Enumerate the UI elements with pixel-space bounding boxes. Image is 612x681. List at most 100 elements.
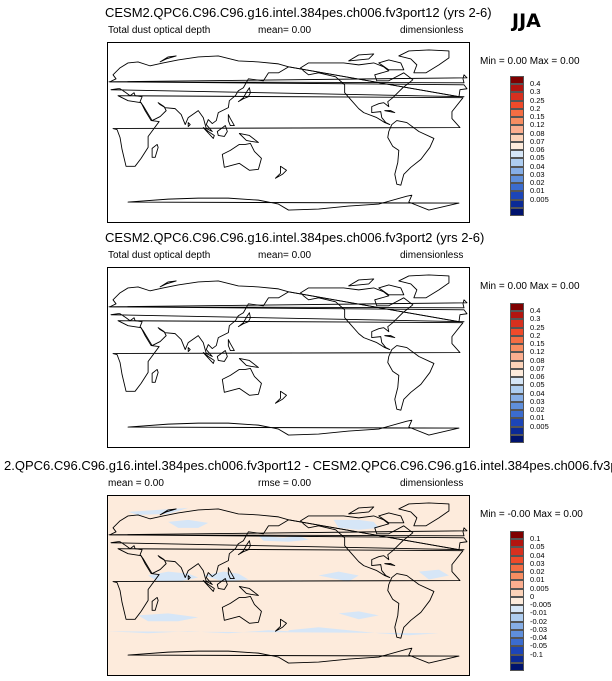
max-label: Max = xyxy=(529,56,558,67)
coastline-baffin xyxy=(379,60,404,70)
colorbar-swatch xyxy=(510,76,524,85)
diff-region-asia xyxy=(168,519,209,528)
colorbar-swatch xyxy=(510,580,524,589)
colorbar: 0.4 0.3 0.25 0.2 0.15 0.12 0.08 0.07 0.06 0.05 0.0… xyxy=(510,303,549,443)
colorbar-swatch xyxy=(510,335,524,345)
colorbar-swatch xyxy=(510,92,524,101)
min-max-readout: Min = 0.00 Max = 0.00 xyxy=(480,281,580,292)
coastline-svalbard-novaya xyxy=(160,509,176,515)
coastline-eurasia-africa-1 xyxy=(110,509,467,550)
colorbar-label: -0.04 xyxy=(530,633,548,643)
coastline-philippines xyxy=(228,568,234,579)
units-label: dimensionless xyxy=(400,478,464,489)
colorbar-swatch xyxy=(510,207,524,216)
coastline-indonesia xyxy=(203,128,214,139)
max-label: Max = xyxy=(529,281,558,292)
colorbar-label: 0.25 xyxy=(530,95,545,105)
colorbar-swatch xyxy=(510,654,524,663)
coastline-sri-lanka xyxy=(188,348,190,352)
colorbar-label: 0.03 xyxy=(530,169,545,179)
coastline-japan xyxy=(238,88,250,102)
min-value: 0.00 xyxy=(507,56,527,67)
diff-background-fill xyxy=(108,496,469,675)
min-value: -0.00 xyxy=(507,509,531,520)
min-max-readout: Min = -0.00 Max = 0.00 xyxy=(480,509,583,520)
colorbar-swatch xyxy=(510,368,524,378)
units-label: dimensionless xyxy=(400,25,464,36)
colorbar-label: 0.25 xyxy=(530,322,545,332)
coastline-antarctica-coast xyxy=(128,648,459,663)
diff-region-south-3 xyxy=(338,611,379,620)
coastline-south-america xyxy=(388,346,434,411)
panel-title: CESM2.QPC6.C96.C96.g16.intel.384pes.ch00… xyxy=(105,230,485,245)
coastline-madagascar xyxy=(152,369,158,382)
colorbar-label: 0.01 xyxy=(530,413,545,423)
colorbar-label: 0.05 xyxy=(530,542,545,552)
colorbar-swatch xyxy=(510,166,524,175)
coastline-borneo xyxy=(217,126,227,137)
colorbar-swatch xyxy=(510,596,524,606)
coastline-uk xyxy=(109,528,467,536)
coastline-borneo xyxy=(217,351,227,362)
colorbar-swatch xyxy=(510,360,524,369)
colorbar-swatch xyxy=(510,572,524,581)
colorbar: 0.1 0.05 0.04 0.03 0.02 0.01 0.005 0 -0.005 -0.01… xyxy=(510,531,551,671)
coastline-africa xyxy=(113,96,463,167)
coastline-cuba xyxy=(385,111,395,113)
colorbar-label: 0.02 xyxy=(530,405,545,415)
min-label: Min = xyxy=(480,281,505,292)
panel-title: CESM2.QPC6.C96.C96.g16.intel.384pes.ch00… xyxy=(105,5,492,20)
coastline-new-guinea xyxy=(239,586,258,595)
coastline-south-america xyxy=(388,121,434,186)
colorbar-swatch xyxy=(510,563,524,573)
colorbar-label: 0.03 xyxy=(530,396,545,406)
colorbar-swatch xyxy=(510,621,524,630)
panel-title: 2.QPC6.C96.C96.g16.intel.384pes.ch006.fv… xyxy=(4,458,612,473)
colorbar-swatch xyxy=(510,588,524,597)
colorbar-swatch xyxy=(510,199,524,208)
colorbar-swatch xyxy=(510,547,524,556)
coastline-new-zealand xyxy=(275,391,286,403)
max-value: 0.00 xyxy=(560,56,580,67)
coastline-australia xyxy=(222,143,261,170)
colorbar-swatch xyxy=(510,662,524,671)
world-map xyxy=(108,268,469,447)
mean-label: mean = 0.00 xyxy=(108,478,164,489)
coastline-new-guinea xyxy=(239,358,258,367)
colorbar-swatch xyxy=(510,539,524,548)
colorbar-swatch xyxy=(510,311,524,320)
colorbar: 0.4 0.3 0.25 0.2 0.15 0.12 0.08 0.07 0.06 0.05 0.0… xyxy=(510,76,549,216)
colorbar-swatch xyxy=(510,191,524,200)
colorbar-swatch xyxy=(510,100,524,109)
colorbar-label: 0.04 xyxy=(530,550,545,560)
diff-region-tropics-2 xyxy=(203,571,249,582)
colorbar-swatch xyxy=(510,385,524,394)
colorbar-swatch xyxy=(510,174,524,184)
colorbar-label: 0.05 xyxy=(530,380,545,390)
colorbar-swatch xyxy=(510,327,524,336)
colorbar-label: 0.07 xyxy=(530,363,545,373)
coastline-sri-lanka xyxy=(188,576,190,580)
field-label: Total dust optical depth xyxy=(108,25,211,36)
colorbar-label: 0.08 xyxy=(530,128,545,138)
map-plot xyxy=(107,42,470,223)
colorbar-label: 0.005 xyxy=(530,421,549,431)
diff-region-canada xyxy=(333,519,379,530)
colorbar-swatch xyxy=(510,133,524,142)
max-value: 0.00 xyxy=(563,509,583,520)
coastline-eurasia-east xyxy=(111,292,464,357)
season-label: JJA xyxy=(512,10,541,32)
diff-region-tropics-3 xyxy=(318,571,359,582)
diff-region-south-2 xyxy=(138,613,199,622)
coastline-greenland xyxy=(399,275,449,298)
coastline-japan xyxy=(238,541,250,555)
colorbar-label: 0.15 xyxy=(530,112,545,122)
colorbar-label: 0.005 xyxy=(530,194,549,204)
coastline-greenland xyxy=(399,503,449,526)
colorbar-label: 0.005 xyxy=(530,583,549,593)
rmse-label: rmse = 0.00 xyxy=(258,478,312,489)
mean-label: mean= 0.00 xyxy=(258,25,312,36)
colorbar-swatch xyxy=(510,319,524,328)
colorbar-swatch xyxy=(510,638,524,647)
colorbar-label: 0.06 xyxy=(530,372,545,382)
